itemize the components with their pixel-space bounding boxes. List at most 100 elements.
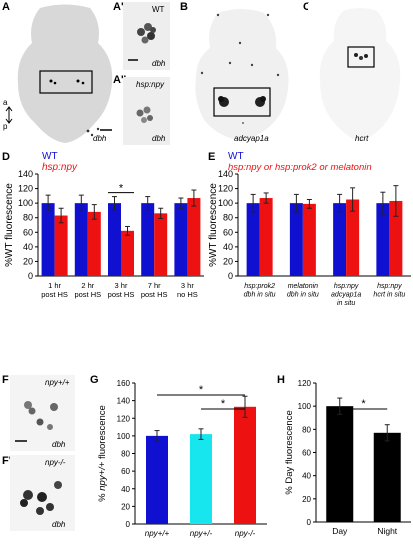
genotype-label-f: npy+/+ <box>45 378 70 387</box>
brain-silhouette-image <box>17 4 113 143</box>
chart-e-bar <box>246 203 260 276</box>
chart-e-y-tick-label: 0 <box>228 271 233 281</box>
chart-d-sig-star: * <box>119 183 124 195</box>
gene-label-c: hcrt <box>355 134 369 143</box>
chart-e: 0 20 40 60 80 100 120 140 %WT fluorescence hsp:pr… <box>208 169 411 307</box>
chart-h-y-tick-label: 60 <box>302 449 311 458</box>
roi-box <box>39 70 93 94</box>
chart-e-y-tick-label: 20 <box>223 256 233 266</box>
chart-e-bar <box>346 199 360 276</box>
chart-g-y-tick-label: 20 <box>121 502 130 511</box>
chart-g-y-tick-label: 120 <box>117 414 131 423</box>
micrograph-c <box>308 3 412 145</box>
chart-d-y-tick-label: 100 <box>18 198 33 208</box>
chart-e-bar <box>376 203 390 276</box>
chart-g-bar <box>234 406 256 524</box>
legend-e-wt: WT <box>228 151 244 162</box>
chart-d-bar <box>87 211 101 276</box>
chart-h-category-label: Day <box>332 526 348 536</box>
micrograph-f <box>10 375 75 451</box>
neurons-npy-ko-image <box>20 481 62 515</box>
adcyap1a-brain-image <box>195 9 289 140</box>
chart-d-y-tick-label: 40 <box>23 242 33 252</box>
chart-d-category-label: 7 hr <box>148 281 161 290</box>
chart-d-category-label: post HS <box>141 290 168 299</box>
chart-g-y-tick-label: 0 <box>126 520 131 529</box>
chart-d-bar <box>174 203 188 276</box>
chart-h-y-tick-label: 100 <box>298 402 312 411</box>
chart-e-category-label: in situ <box>337 300 355 307</box>
legend-d-wt: WT <box>42 151 58 162</box>
panel-label-b: B <box>180 1 188 13</box>
micrograph-a1 <box>123 2 170 70</box>
gene-label-b: adcyap1a <box>234 134 269 143</box>
chart-d-bar <box>108 203 121 276</box>
panel-label-g: G <box>90 374 99 386</box>
chart-e-y-axis-label: %WT fluorescence <box>208 183 219 267</box>
neurons-wt-image <box>128 23 156 61</box>
neurons-npy-wt-image <box>15 401 58 442</box>
chart-e-category-label: hsp:prok2 <box>244 283 275 290</box>
panel-label-f1: F' <box>2 455 12 467</box>
micrograph-a2 <box>123 77 170 145</box>
chart-d-category-label: post HS <box>108 290 135 299</box>
gene-label-a1: dbh <box>152 59 166 68</box>
chart-e-category-label: dbh in situ <box>244 292 276 299</box>
chart-e-category-label: hsp:npy <box>377 283 402 290</box>
chart-e-bar <box>389 200 403 276</box>
chart-d-bar <box>121 230 134 276</box>
chart-e-y-tick-label: 140 <box>218 169 233 179</box>
panel-label-e: E <box>208 151 216 163</box>
micrograph-f1 <box>10 455 75 531</box>
genotype-label-f1: npy-/- <box>45 458 66 467</box>
chart-g-y-tick-label: 160 <box>117 379 131 388</box>
panel-label-a: A <box>2 1 10 13</box>
chart-d-category-label: 1 hr <box>48 281 61 290</box>
panel-label-c: C <box>303 1 311 13</box>
chart-h-bar <box>373 432 401 522</box>
genotype-label-a2: hsp:npy <box>136 80 165 89</box>
chart-h-y-tick-label: 20 <box>302 495 311 504</box>
chart-h-category-label: Night <box>377 526 397 536</box>
neurons-hspnpy-image <box>136 106 153 123</box>
chart-d-bar <box>54 215 68 276</box>
chart-g-y-tick-label: 80 <box>121 450 130 459</box>
chart-d-category-label: no HS <box>177 290 198 299</box>
legend-e-treatment: hsp:npy or hsp:prok2 or melatonin <box>228 162 372 173</box>
ap-arrow-icon <box>5 106 13 124</box>
genotype-label-a1: WT <box>152 5 165 14</box>
panel-label-h: H <box>277 374 285 386</box>
axis-label-a: a <box>3 98 8 107</box>
micrograph-a <box>10 3 120 145</box>
chart-d-y-tick-label: 20 <box>23 256 33 266</box>
chart-e-category-label: melatonin <box>288 283 318 290</box>
chart-h-y-tick-label: 0 <box>307 518 312 527</box>
gene-label-a2: dbh <box>152 134 166 143</box>
chart-e-y-tick-label: 40 <box>223 242 233 252</box>
axis-label-p: p <box>3 122 8 131</box>
chart-d-bar <box>187 198 201 276</box>
panel-label-f: F <box>2 374 9 386</box>
chart-d-y-tick-label: 120 <box>18 184 33 194</box>
chart-d-y-axis-label: %WT fluorescence <box>4 183 15 267</box>
chart-d-y-tick-label: 60 <box>23 227 33 237</box>
chart-g: 0 20 40 60 80 100 120 140 160 % npy+/+ fluorescen… <box>97 379 267 538</box>
chart-h-y-tick-label: 80 <box>302 425 311 434</box>
chart-d-bar <box>154 213 168 276</box>
chart-e-y-tick-label: 100 <box>218 198 233 208</box>
chart-e-y-tick-label: 60 <box>223 227 233 237</box>
chart-d-y-tick-label: 0 <box>28 271 33 281</box>
chart-d-y-tick-label: 140 <box>18 169 33 179</box>
chart-h-bar <box>326 406 354 522</box>
chart-e-category-label: hcrt in situ <box>373 292 405 299</box>
chart-e-y-tick-label: 120 <box>218 184 233 194</box>
chart-h-y-axis-label: % Day fluorescence <box>284 410 295 494</box>
chart-h-y-tick-label: 120 <box>298 379 312 388</box>
chart-e-category-label: hsp:npy <box>334 283 359 290</box>
gene-label-a: dbh <box>93 134 107 143</box>
chart-g-y-tick-label: 140 <box>117 397 131 406</box>
chart-h-sig-star: * <box>361 398 366 410</box>
chart-e-y-tick-label: 80 <box>223 213 233 223</box>
chart-d-bar <box>74 203 88 276</box>
